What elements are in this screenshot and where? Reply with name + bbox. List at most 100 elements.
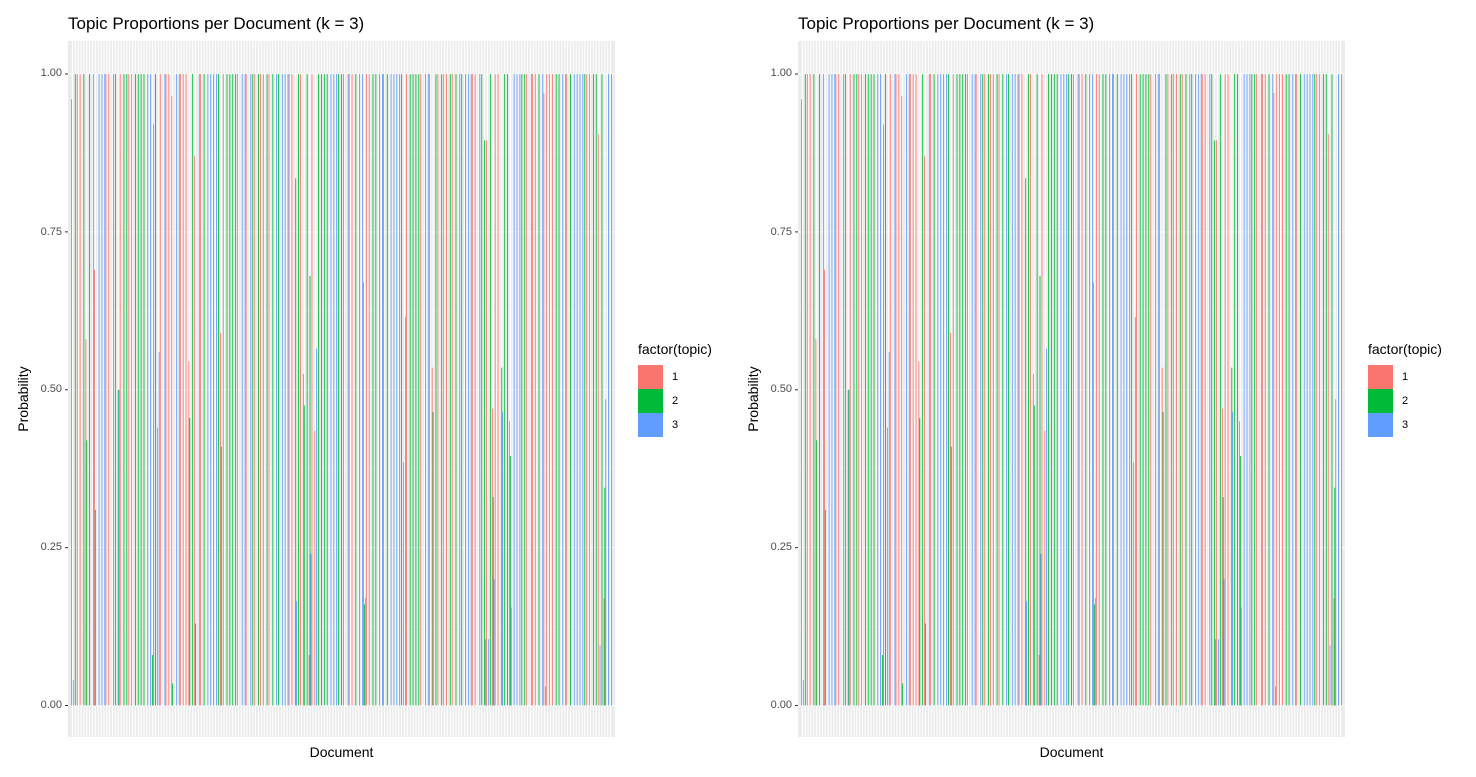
bar-doc48-topic3 — [937, 74, 939, 706]
bar-doc165-topic3 — [1272, 74, 1274, 706]
bar-doc82-topic1 — [1033, 373, 1034, 706]
bar-doc84-topic1 — [308, 654, 310, 706]
bar-doc49-topic3 — [210, 74, 212, 706]
bar-doc117-topic1 — [1133, 462, 1135, 706]
bar-doc96-topic1 — [343, 74, 344, 706]
bar-doc63-topic3 — [980, 74, 982, 706]
bar-doc118-topic1 — [406, 74, 407, 706]
bar-doc101-topic3 — [359, 74, 360, 706]
bar-doc154-topic2 — [1239, 456, 1241, 706]
bar-doc134-topic1 — [451, 74, 453, 706]
bar-doc156-topic3 — [1246, 74, 1248, 706]
bar-doc78-topic1 — [1021, 74, 1023, 706]
bar-doc43-topic2 — [192, 74, 194, 706]
bar-doc109-topic3 — [382, 74, 383, 706]
legend-item: 1 — [1368, 365, 1442, 389]
bar-doc6-topic1 — [815, 339, 817, 706]
bar-doc89-topic2 — [323, 74, 325, 706]
bar-doc36-topic2 — [172, 683, 174, 706]
bar-doc95-topic2 — [341, 74, 342, 706]
legend-item: 3 — [1368, 413, 1442, 437]
bar-doc8-topic3 — [822, 74, 824, 706]
bar-doc79-topic2 — [295, 178, 297, 706]
bar-doc163-topic1 — [534, 74, 536, 706]
bar-doc144-topic2 — [481, 74, 483, 706]
bar-doc119-topic2 — [409, 74, 411, 706]
bar-doc161-topic3 — [1260, 74, 1262, 706]
bar-doc117-topic3 — [1134, 317, 1136, 706]
bar-doc146-topic1 — [486, 140, 488, 706]
bar-doc159-topic2 — [524, 74, 526, 706]
bar-doc1-topic1 — [71, 99, 73, 706]
bar-doc124-topic3 — [424, 74, 426, 706]
bar-doc56-topic2 — [959, 74, 961, 706]
bar-doc84-topic3 — [1040, 553, 1042, 706]
bar-doc152-topic2 — [1234, 74, 1236, 706]
bar-doc38-topic3 — [178, 74, 180, 706]
bar-doc6-topic1 — [85, 339, 87, 706]
bar-doc7-topic2 — [819, 74, 821, 706]
bar-doc45-topic3 — [928, 74, 930, 706]
legend-key — [1368, 365, 1393, 389]
bar-doc93-topic3 — [1066, 74, 1068, 706]
bar-doc98-topic1 — [1078, 74, 1080, 706]
bar-doc84-topic1 — [1038, 654, 1040, 706]
bar-doc6-topic2 — [86, 440, 88, 706]
bar-doc55-topic2 — [956, 74, 958, 706]
bar-doc58-topic2 — [965, 74, 967, 706]
legend-item: 2 — [638, 389, 712, 413]
bar-doc29-topic2 — [152, 654, 154, 706]
bar-doc46-topic1 — [199, 74, 201, 706]
bar-doc52-topic2 — [947, 74, 949, 706]
bar-doc82-topic2 — [1033, 405, 1035, 706]
bar-doc149-topic1 — [1224, 74, 1226, 706]
bar-doc124-topic3 — [1154, 74, 1156, 706]
bar-doc76-topic3 — [287, 74, 289, 706]
bar-doc134-topic1 — [1181, 74, 1183, 706]
bar-doc173-topic3 — [1295, 74, 1297, 706]
bar-doc79-topic3 — [1026, 601, 1027, 706]
bar-doc158-topic2 — [521, 74, 523, 706]
bar-doc24-topic2 — [867, 74, 869, 706]
bar-doc101-topic3 — [1089, 74, 1090, 706]
bar-doc36-topic1 — [901, 96, 903, 706]
bar-doc86-topic1 — [1044, 430, 1046, 706]
bar-doc148-topic2 — [492, 497, 494, 706]
bar-doc29-topic3 — [153, 124, 154, 706]
bar-doc87-topic2 — [318, 74, 320, 706]
bar-doc100-topic2 — [1085, 74, 1087, 706]
bar-doc33-topic3 — [894, 74, 896, 706]
y-tick-label: 0.75 — [770, 226, 792, 238]
bar-doc17-topic2 — [847, 389, 849, 706]
bar-doc10-topic3 — [828, 74, 830, 706]
bar-doc7-topic2 — [89, 74, 91, 706]
bar-doc17-topic3 — [848, 389, 850, 706]
bar-doc13-topic1 — [835, 74, 837, 706]
bar-doc54-topic1 — [222, 74, 224, 706]
bar-doc140-topic3 — [1200, 74, 1202, 706]
bar-doc188-topic3 — [608, 74, 609, 706]
bar-doc138-topic3 — [465, 74, 466, 706]
bar-doc182-topic1 — [589, 74, 591, 706]
bar-doc172-topic3 — [1292, 74, 1294, 706]
bar-doc10-topic3 — [98, 74, 100, 706]
bar-doc170-topic2 — [1285, 74, 1287, 706]
bar-doc132-topic1 — [446, 74, 447, 706]
bar-doc66-topic2 — [258, 74, 259, 706]
bar-doc145-topic2 — [484, 140, 486, 706]
bar-doc146-topic3 — [487, 639, 489, 706]
legend-label: 3 — [672, 419, 679, 431]
bar-doc78-topic1 — [291, 74, 293, 706]
bar-doc75-topic3 — [284, 74, 286, 706]
bar-doc154-topic1 — [509, 421, 510, 706]
bar-doc185-topic3 — [599, 645, 601, 706]
bar-doc62-topic1 — [245, 74, 247, 706]
bar-doc69-topic2 — [996, 74, 998, 706]
bar-doc82-topic1 — [303, 373, 304, 706]
bar-doc113-topic3 — [393, 74, 395, 706]
bar-doc183-topic2 — [592, 74, 594, 706]
bar-doc171-topic2 — [558, 74, 560, 706]
bar-doc123-topic1 — [1150, 74, 1152, 706]
bar-doc86-topic3 — [316, 348, 318, 706]
bar-doc31-topic1 — [157, 427, 158, 706]
